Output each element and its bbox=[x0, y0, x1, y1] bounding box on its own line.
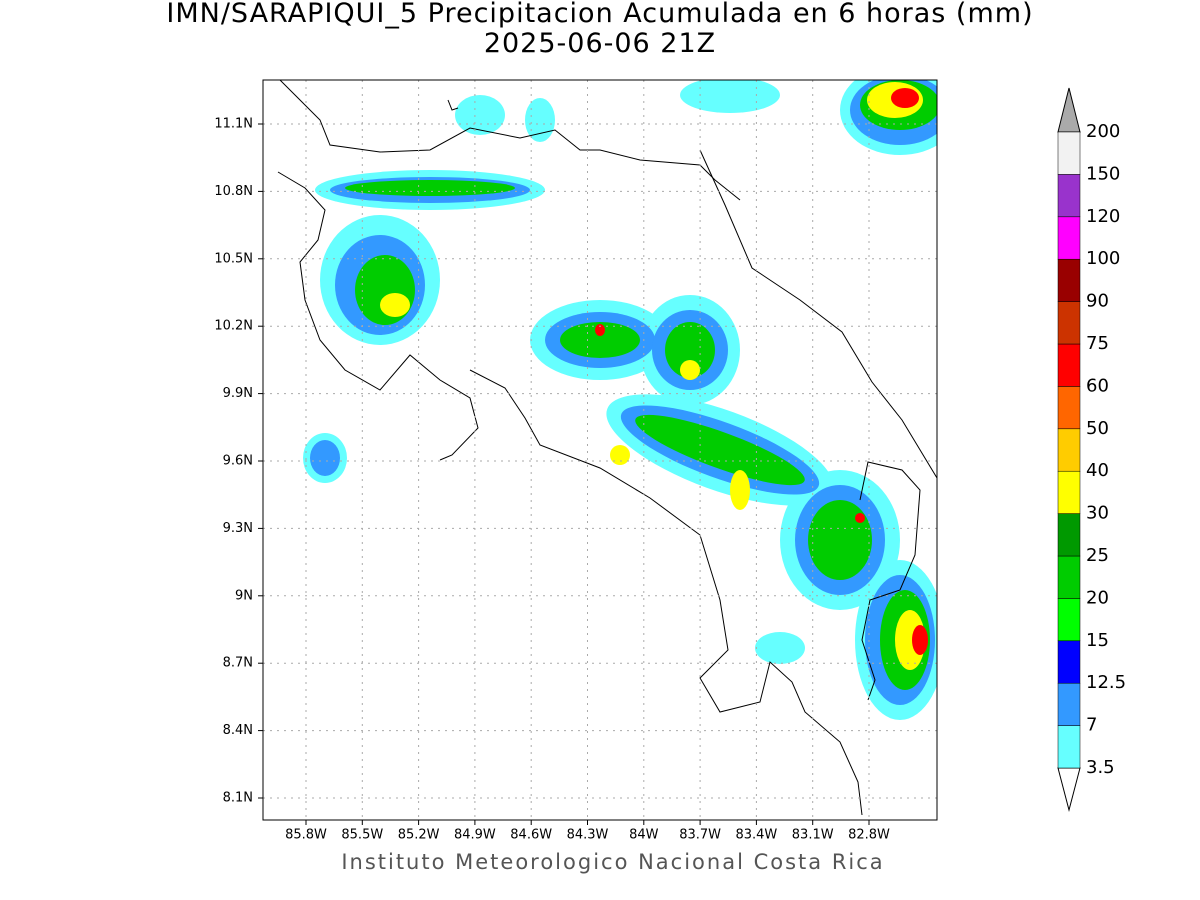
map-title: IMN/SARAPIQUI_5 Precipitacion Acumulada … bbox=[166, 0, 1033, 29]
colorbar-label: 7 bbox=[1086, 715, 1097, 736]
lat-label: 10.2N bbox=[214, 319, 253, 334]
map-area bbox=[258, 79, 938, 825]
lon-label: 85.8W bbox=[285, 828, 327, 843]
precipitation bbox=[303, 80, 937, 720]
lat-label: 10.8N bbox=[214, 184, 253, 199]
lat-label: 9N bbox=[235, 588, 253, 603]
colorbar-swatch bbox=[1057, 343, 1081, 387]
colorbar-swatch bbox=[1057, 555, 1081, 599]
colorbar-label: 60 bbox=[1086, 375, 1109, 396]
colorbar-swatch bbox=[1057, 725, 1081, 769]
colorbar-label: 120 bbox=[1086, 206, 1120, 227]
colorbar-swatch bbox=[1057, 174, 1081, 218]
lon-label: 83.4W bbox=[735, 828, 777, 843]
colorbar-swatch bbox=[1057, 428, 1081, 472]
map-frame bbox=[262, 79, 938, 821]
lat-label: 9.6N bbox=[223, 454, 253, 469]
lat-label: 9.3N bbox=[223, 521, 253, 536]
colorbar-swatch bbox=[1057, 216, 1081, 260]
lat-label: 8.4N bbox=[223, 723, 253, 738]
colorbar-label: 15 bbox=[1086, 630, 1109, 651]
colorbar-label: 25 bbox=[1086, 545, 1109, 566]
footer: Instituto Meteorologico Nacional Costa R… bbox=[341, 850, 884, 874]
colorbar-swatch bbox=[1057, 386, 1081, 430]
colorbar-label: 75 bbox=[1086, 333, 1109, 354]
lat-label: 11.1N bbox=[214, 117, 253, 132]
lon-label: 84W bbox=[629, 828, 659, 843]
lat-label: 10.5N bbox=[214, 251, 253, 266]
colorbar-label: 100 bbox=[1086, 248, 1120, 269]
colorbar-min bbox=[1057, 767, 1081, 812]
lon-label: 85.2W bbox=[398, 828, 440, 843]
lat-label: 8.7N bbox=[223, 656, 253, 671]
lon-label: 83.7W bbox=[679, 828, 721, 843]
colorbar-swatch bbox=[1057, 131, 1081, 175]
colorbar-swatch bbox=[1057, 682, 1081, 726]
colorbar-label: 12.5 bbox=[1086, 672, 1126, 693]
colorbar-label: 20 bbox=[1086, 587, 1109, 608]
map-subtitle: 2025-06-06 21Z bbox=[484, 28, 716, 59]
colorbar-label: 40 bbox=[1086, 460, 1109, 481]
colorbar-swatch bbox=[1057, 640, 1081, 684]
colorbar-label: 3.5 bbox=[1086, 757, 1115, 778]
colorbar-swatch bbox=[1057, 301, 1081, 345]
lat-label: 9.9N bbox=[223, 386, 253, 401]
colorbar-label: 200 bbox=[1086, 121, 1120, 142]
colorbar-max bbox=[1057, 87, 1081, 133]
lon-label: 84.9W bbox=[454, 828, 496, 843]
lon-label: 84.3W bbox=[567, 828, 609, 843]
colorbar-label: 30 bbox=[1086, 503, 1109, 524]
colorbar-swatch bbox=[1057, 470, 1081, 514]
colorbar-label: 150 bbox=[1086, 163, 1120, 184]
colorbar-swatch bbox=[1057, 258, 1081, 302]
lat-label: 8.1N bbox=[223, 791, 253, 806]
lon-label: 85.5W bbox=[341, 828, 383, 843]
colorbar-swatch bbox=[1057, 513, 1081, 557]
colorbar-label: 90 bbox=[1086, 291, 1109, 312]
lon-label: 84.6W bbox=[510, 828, 552, 843]
colorbar: 3.5 7 12.5 15 20 25 30 40 50 60 75 90 100 120 150 200 bbox=[1057, 87, 1126, 812]
lon-label: 82.8W bbox=[848, 828, 890, 843]
lon-label: 83.1W bbox=[792, 828, 834, 843]
colorbar-swatch bbox=[1057, 598, 1081, 642]
colorbar-label: 50 bbox=[1086, 418, 1109, 439]
